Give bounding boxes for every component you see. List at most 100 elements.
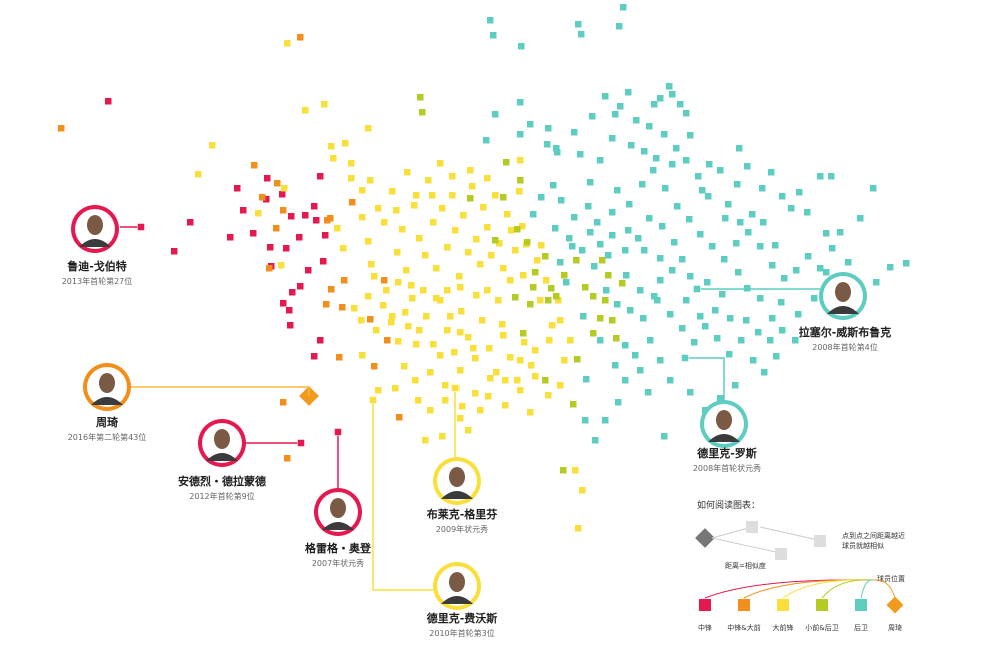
connector-endpoint xyxy=(297,439,305,447)
data-point-guard xyxy=(591,263,598,270)
data-point-forward xyxy=(437,352,444,359)
data-point-forward xyxy=(465,249,472,256)
legend-swatch xyxy=(777,599,789,611)
data-point-forward xyxy=(470,345,477,352)
data-point-guard xyxy=(602,417,609,424)
data-point-center-forward xyxy=(259,194,266,201)
data-point-guard xyxy=(792,337,799,344)
connector-endpoint xyxy=(681,354,689,362)
avatar-shoulders xyxy=(441,596,473,604)
data-point-guard xyxy=(583,376,590,383)
connector-lines xyxy=(120,223,820,591)
data-point-small-forward-guard xyxy=(524,239,531,246)
legend-distance-note-2: 球员就越相似 xyxy=(842,541,884,550)
data-point-guard xyxy=(622,342,629,349)
data-point-center-forward xyxy=(280,207,287,214)
data-point-center-forward xyxy=(349,199,356,206)
data-point-forward xyxy=(545,392,552,399)
player-draft-info: 2009年状元秀 xyxy=(436,524,488,534)
data-point-guard xyxy=(615,399,622,406)
data-point-guard xyxy=(744,163,751,170)
data-point-center-forward xyxy=(274,180,281,187)
player-name: 格雷格・奥登 xyxy=(305,541,372,555)
data-point-center xyxy=(240,207,247,214)
player-card[interactable]: 安德烈・德拉蒙德 2012年首轮第9位 xyxy=(178,419,266,501)
data-point-center xyxy=(263,196,270,203)
data-point-guard xyxy=(657,95,664,102)
player-name: 德里克-费沃斯 xyxy=(426,611,498,625)
data-point-center-forward xyxy=(251,162,258,169)
data-point-guard xyxy=(845,259,852,266)
legend-swatch xyxy=(699,599,711,611)
data-point-forward xyxy=(504,211,511,218)
data-point-forward xyxy=(425,177,432,184)
data-point-forward xyxy=(477,261,484,268)
data-point-guard xyxy=(635,235,642,242)
data-point-small-forward-guard xyxy=(527,301,534,308)
data-point-guard xyxy=(517,99,524,106)
data-point-forward xyxy=(411,202,418,209)
data-point-guard xyxy=(719,291,726,298)
data-point-center xyxy=(311,353,318,360)
avatar-head xyxy=(214,429,230,449)
data-point-guard xyxy=(702,323,709,330)
data-point-guard xyxy=(620,4,627,11)
data-point-guard xyxy=(669,91,676,98)
data-point-center xyxy=(283,245,290,252)
data-point-guard xyxy=(811,295,818,302)
data-point-guard xyxy=(726,351,733,358)
data-point-small-forward-guard xyxy=(530,284,537,291)
player-card[interactable]: 拉塞尔-威斯布鲁克 2008年首轮第4位 xyxy=(799,272,892,352)
data-point-forward xyxy=(479,317,486,324)
player-card[interactable]: 格雷格・奥登 2007年状元秀 xyxy=(305,488,372,568)
data-point-forward xyxy=(507,277,514,284)
data-point-forward xyxy=(465,334,472,341)
data-point-guard xyxy=(616,23,623,30)
data-point-forward xyxy=(457,415,464,422)
legend-distance-label: 距离=相似度 xyxy=(725,561,766,570)
player-card[interactable]: 鲁迪-戈伯特 2013年首轮第27位 xyxy=(62,205,133,286)
data-point-guard xyxy=(517,131,524,138)
data-point-guard xyxy=(518,43,525,50)
data-point-small-forward-guard xyxy=(520,330,527,337)
legend-items: 中锋 中锋&大前 大前锋 小前&后卫 后卫 周琦 xyxy=(698,596,904,632)
player-card[interactable]: 德里克-费沃斯 2010年首轮第3位 xyxy=(426,562,498,638)
data-point-guard xyxy=(633,117,640,124)
legend-swatch xyxy=(855,599,867,611)
data-point-forward xyxy=(493,369,500,376)
player-card[interactable]: 周琦 2016年第二轮第43位 xyxy=(68,363,147,442)
data-point-forward xyxy=(561,357,568,364)
player-name: 安德烈・德拉蒙德 xyxy=(178,474,266,488)
data-point-guard xyxy=(580,313,587,320)
data-point-small-forward-guard xyxy=(560,467,567,474)
data-point-guard xyxy=(805,253,812,260)
data-point-center xyxy=(227,234,234,241)
data-point-forward xyxy=(557,317,564,324)
data-point-center xyxy=(317,337,324,344)
player-card[interactable]: 德里克-罗斯 2008年首轮状元秀 xyxy=(693,400,761,473)
data-point-forward xyxy=(514,377,521,384)
data-point-center xyxy=(105,98,112,105)
data-point-forward xyxy=(538,242,545,249)
avatar-head xyxy=(449,572,465,592)
legend-item-label: 中锋 xyxy=(698,623,712,632)
data-point-forward xyxy=(456,273,463,280)
data-point-center xyxy=(267,244,274,251)
data-point-small-forward-guard xyxy=(590,330,597,337)
data-point-forward xyxy=(555,297,562,304)
player-card[interactable]: 布莱克-格里芬 2009年状元秀 xyxy=(427,457,499,534)
data-point-guard xyxy=(650,167,657,174)
data-point-center xyxy=(234,185,241,192)
data-point-center xyxy=(297,283,304,290)
data-point-forward xyxy=(567,337,574,344)
data-point-guard xyxy=(732,382,739,389)
data-point-guard xyxy=(657,357,664,364)
data-point-center xyxy=(305,267,312,274)
data-point-forward xyxy=(486,345,493,352)
data-point-guard xyxy=(734,181,741,188)
data-point-guard xyxy=(760,219,767,226)
data-point-guard xyxy=(823,230,830,237)
legend-curve xyxy=(821,579,874,599)
data-point-forward xyxy=(488,252,495,259)
